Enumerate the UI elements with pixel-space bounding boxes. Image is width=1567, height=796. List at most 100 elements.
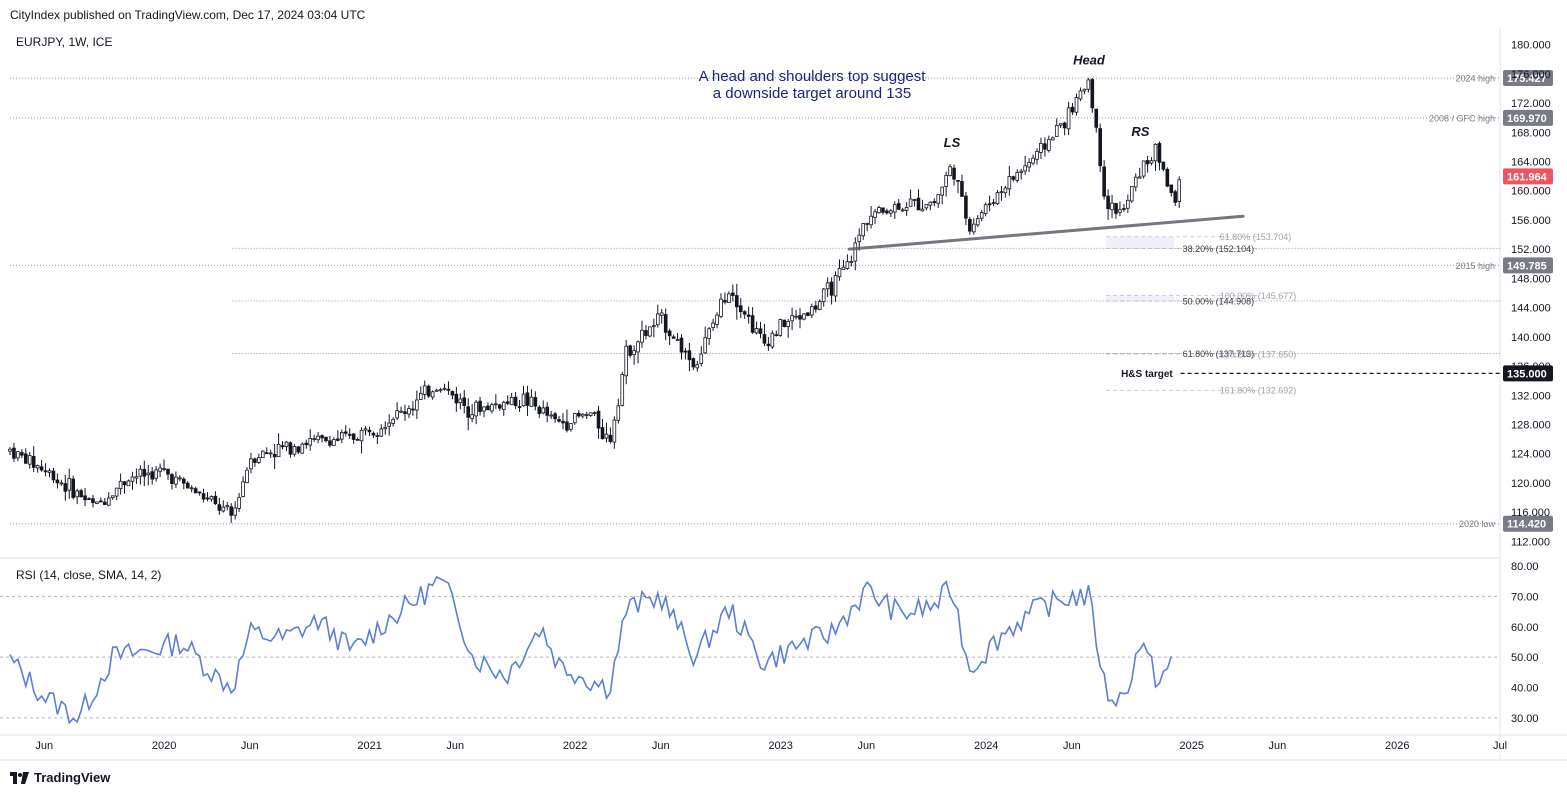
candle-body [253,458,257,463]
candle-body [1011,176,1016,180]
candle-body [557,419,561,422]
candle-body [146,472,151,476]
candle-body [39,466,44,471]
candle-body [367,429,372,433]
candle-body [853,242,858,262]
candle-body [762,334,767,344]
candle-body [426,385,431,397]
candle-body [193,488,198,494]
price-tick-label: 144.000 [1511,303,1551,315]
candle-body [91,498,95,503]
candle-body [1118,209,1122,213]
candle-body [474,401,478,417]
candle-body [1070,106,1075,113]
candle-body [418,392,423,400]
rsi-indicator-label[interactable]: RSI (14, close, SMA, 14, 2) [16,568,162,582]
level-price-tag [1503,70,1553,87]
candle-body [1177,179,1182,202]
candle-body [347,433,352,436]
time-axis-label: Jun [446,740,464,752]
candle-body [703,337,707,354]
price-tick-label: 168.000 [1511,127,1551,139]
candle-body [1137,176,1142,179]
candle-body [31,456,36,468]
candle-body [857,234,862,243]
candle-body [735,295,739,308]
candle-body [770,332,775,348]
candle-body [478,400,482,412]
rsi-tick-label: 80.00 [1511,561,1539,573]
candle-body [1130,186,1134,202]
candle-body [573,413,577,424]
candle-body [1169,184,1174,193]
candle-body [983,204,988,215]
horizontal-levels: 2024 high 175.427 2008 / GFC high 169.970 20… [10,70,1553,532]
price-tick-label: 116.000 [1511,507,1550,519]
rsi-tick-label: 50.00 [1511,652,1539,664]
candle-body [233,507,237,516]
candle-body [604,433,609,439]
level-label: 2015 high [1455,261,1495,271]
candle-body [656,313,660,326]
candle-body [549,414,553,417]
candle-body [63,483,68,492]
level-label: 2008 / GFC high [1429,113,1495,123]
candle-body [71,478,76,498]
candle-body [166,468,170,475]
candle-body [766,343,771,347]
candle-body [67,478,72,491]
candle-body [952,167,956,180]
candle-body [612,419,617,443]
level-price-tag-text: 149.785 [1507,260,1547,272]
candle-body [580,413,585,417]
candle-body [861,223,865,237]
candle-body [699,353,704,364]
candle-body [600,427,605,440]
candle-body [1098,128,1103,167]
tradingview-brand[interactable]: TradingView [10,770,110,785]
candle-body [142,468,147,477]
candle-body [138,468,143,477]
candle-body [719,298,723,317]
candle-body [442,387,447,390]
candle-body [264,452,269,455]
time-axis-label: 2025 [1179,740,1203,752]
candle-body [1122,208,1126,210]
time-axis-label: Jun [857,740,875,752]
candle-body [932,201,937,204]
candle-body [1153,143,1158,162]
candle-body [956,179,960,182]
candle-body [79,490,83,498]
candle-body [304,442,309,446]
price-tick-label: 164.000 [1511,157,1551,169]
candle-body [178,477,182,480]
time-axis-label: Jun [1268,740,1286,752]
candle-body [707,328,711,340]
candle-body [991,202,996,205]
candle-body [509,397,514,406]
candle-body [750,315,755,333]
candle-body [869,215,873,226]
candle-body [1114,203,1118,214]
candle-body [415,399,419,411]
pattern-label: RS [1131,124,1149,139]
candle-body [537,406,542,414]
fib-label: 100.00% (145.677) [1220,291,1297,301]
candle-body [55,479,60,484]
time-axis-label: 2021 [357,740,381,752]
time-axis-label: 2026 [1385,740,1409,752]
candle-body [205,497,210,500]
candle-body [134,476,139,479]
symbol-label[interactable]: EURJPY, 1W, ICE [16,35,113,49]
candle-body [774,334,779,337]
candle-body [1047,138,1051,151]
candle-body [466,406,470,418]
current-price-tag-text: 161.964 [1507,171,1548,183]
candle-body [35,465,40,469]
candle-body [691,358,696,368]
time-axis-label: Jun [652,740,670,752]
candle-body [849,261,854,263]
candle-body [87,498,91,500]
candle-body [1165,168,1170,187]
